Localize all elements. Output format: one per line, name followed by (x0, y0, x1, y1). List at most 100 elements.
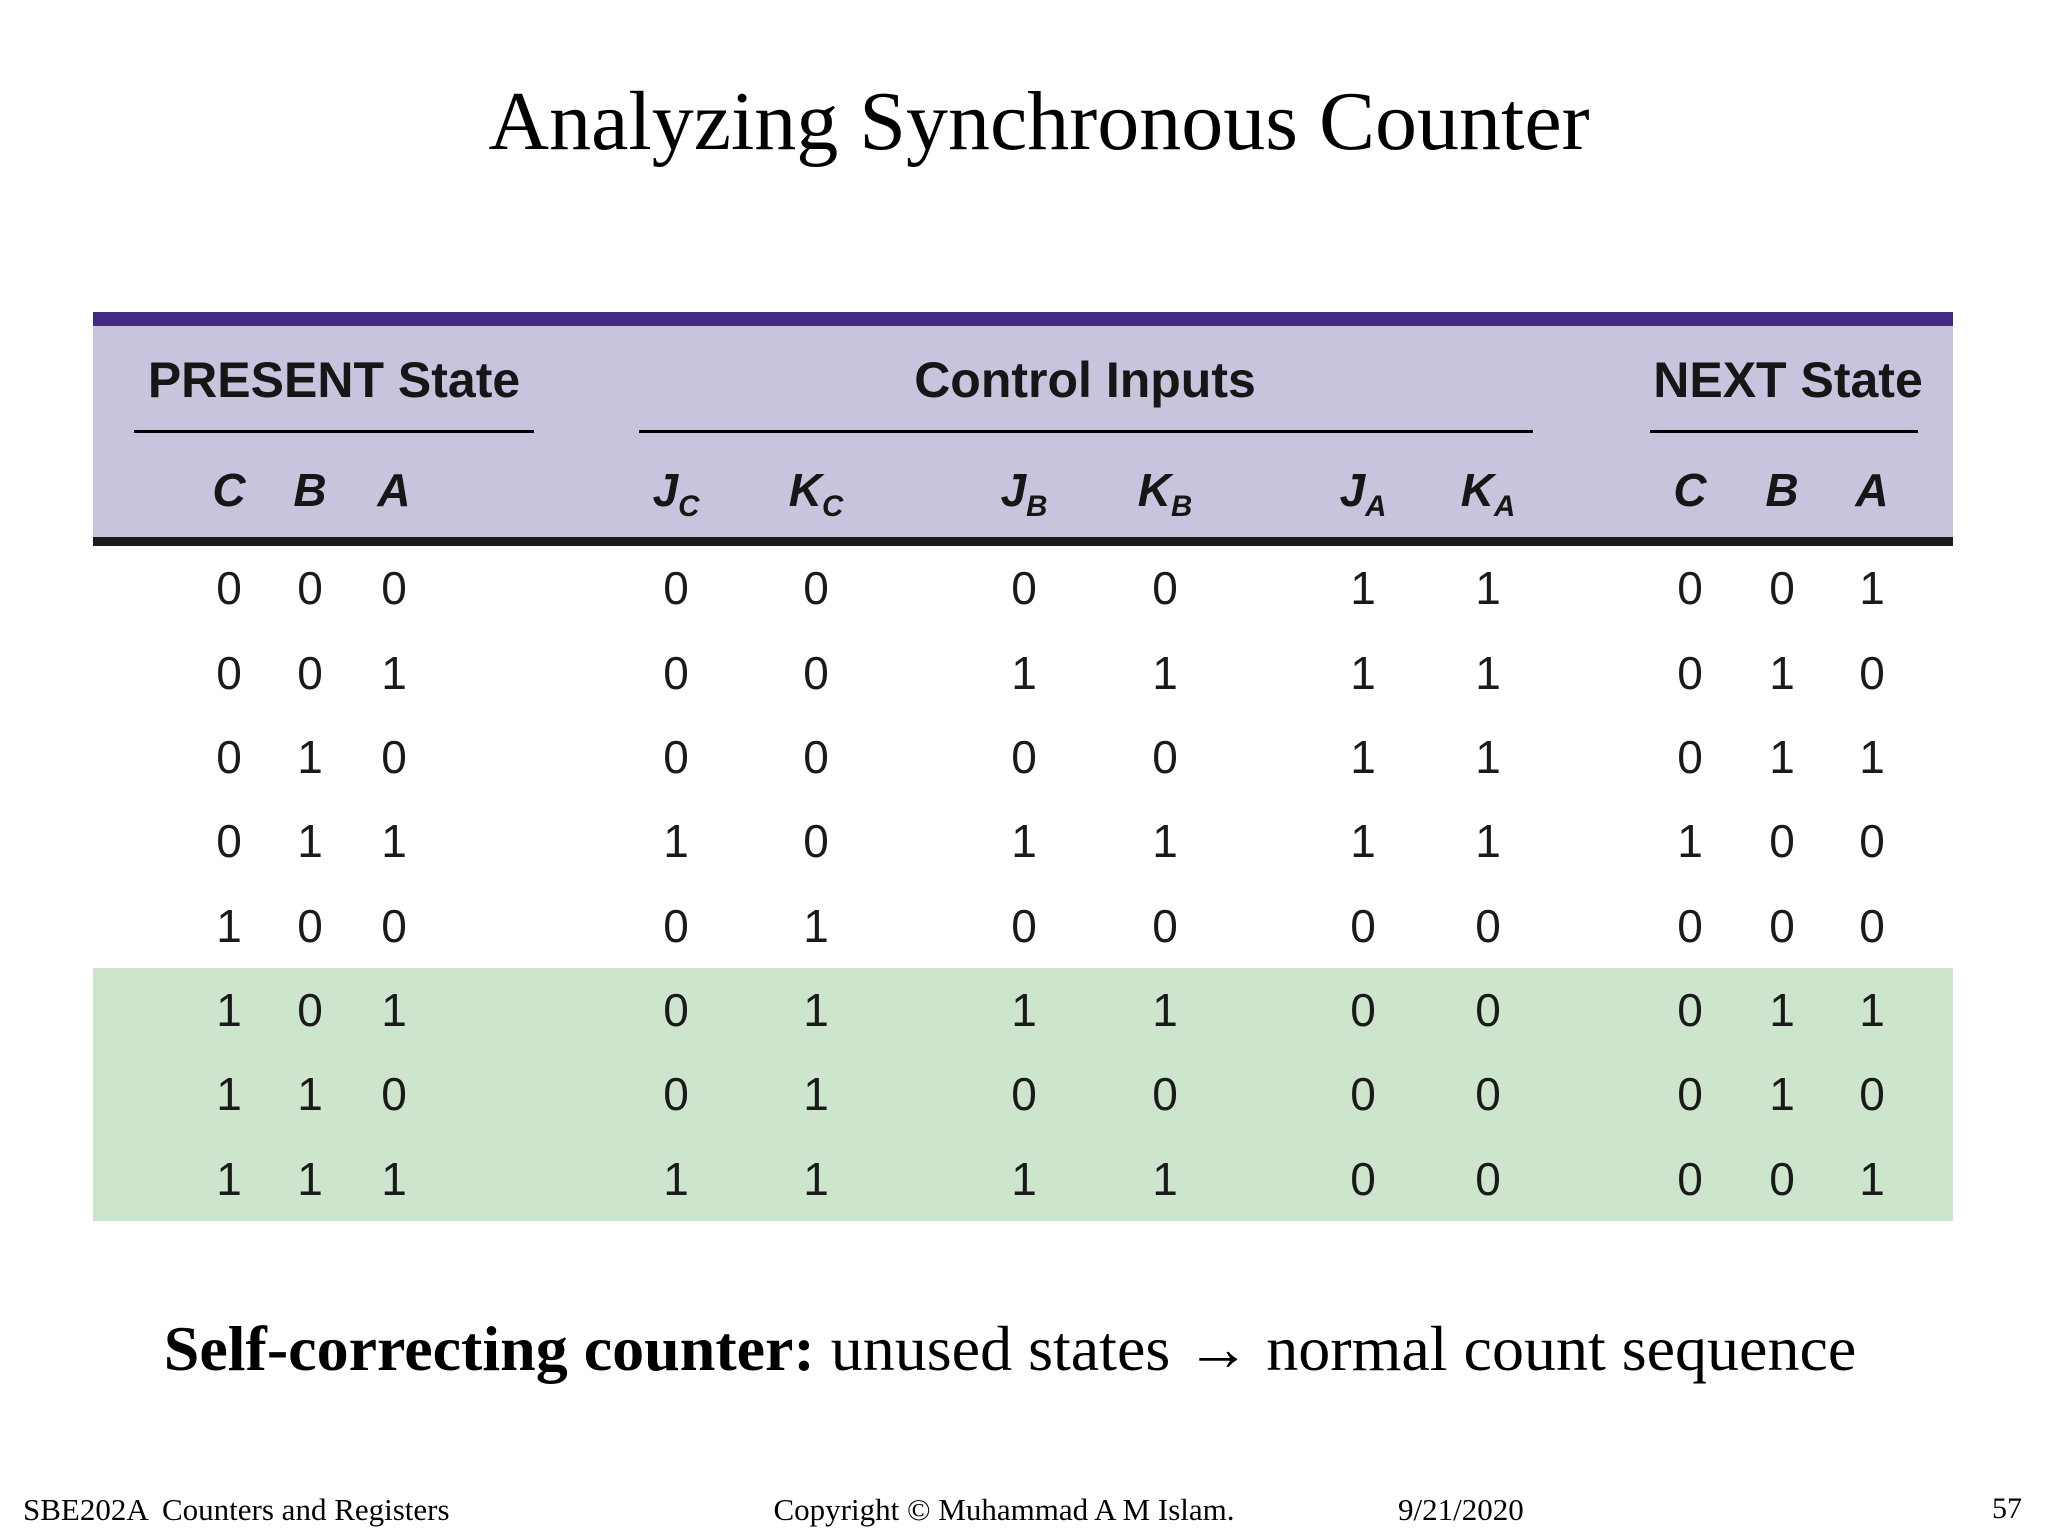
cell-4-3: 0 (663, 899, 689, 952)
cell-1-5: 1 (1011, 646, 1037, 699)
cell-4-10: 0 (1769, 899, 1795, 952)
cell-3-6: 1 (1152, 815, 1178, 868)
cell-5-7: 0 (1350, 984, 1376, 1037)
cell-7-3: 1 (663, 1152, 689, 1205)
cell-3-4: 0 (803, 815, 829, 868)
cell-6-2: 0 (381, 1068, 407, 1121)
cell-4-1: 0 (297, 899, 323, 952)
column-header-B: B (1765, 464, 1799, 516)
cell-1-11: 0 (1859, 646, 1885, 699)
cell-4-11: 0 (1859, 899, 1885, 952)
cell-6-7: 0 (1350, 1068, 1376, 1121)
cell-6-6: 0 (1152, 1068, 1178, 1121)
next-state-underline (1650, 430, 1918, 433)
cell-4-5: 0 (1011, 899, 1037, 952)
cell-0-8: 1 (1475, 562, 1501, 615)
cell-2-4: 0 (803, 730, 829, 783)
cell-5-1: 0 (297, 984, 323, 1037)
footer-topic: Counters and Registers (162, 1492, 450, 1527)
cell-7-7: 0 (1350, 1152, 1376, 1205)
cell-5-8: 0 (1475, 984, 1501, 1037)
cell-1-7: 1 (1350, 646, 1376, 699)
cell-1-0: 0 (216, 646, 242, 699)
cell-3-11: 0 (1859, 815, 1885, 868)
cell-3-9: 1 (1677, 815, 1703, 868)
cell-6-3: 0 (663, 1068, 689, 1121)
cell-7-8: 0 (1475, 1152, 1501, 1205)
cell-5-9: 0 (1677, 984, 1703, 1037)
cell-5-3: 0 (663, 984, 689, 1037)
footer-course-code: SBE202A (23, 1492, 149, 1527)
cell-3-7: 1 (1350, 815, 1376, 868)
cell-2-11: 1 (1859, 730, 1885, 783)
cell-7-0: 1 (216, 1152, 242, 1205)
cell-1-2: 1 (381, 646, 407, 699)
table-row-001: 0 0 1 0 0 1 1 1 1 0 1 0 (93, 630, 1953, 714)
cell-3-3: 1 (663, 815, 689, 868)
cell-1-3: 0 (663, 646, 689, 699)
header-separator (93, 537, 1953, 546)
cell-2-0: 0 (216, 730, 242, 783)
cell-6-10: 1 (1769, 1068, 1795, 1121)
cell-2-1: 1 (297, 730, 323, 783)
cell-6-0: 1 (216, 1068, 242, 1121)
cell-0-1: 0 (297, 562, 323, 615)
group-header-present-state: PRESENT State (147, 352, 521, 408)
cell-5-10: 1 (1769, 984, 1795, 1037)
cell-5-5: 1 (1011, 984, 1037, 1037)
cell-7-5: 1 (1011, 1152, 1037, 1205)
group-header-next-state: NEXT State (1653, 352, 1923, 408)
cell-1-1: 0 (297, 646, 323, 699)
cell-7-10: 0 (1769, 1152, 1795, 1205)
column-header-JC: JC (652, 464, 700, 524)
cell-5-4: 1 (803, 984, 829, 1037)
cell-1-6: 1 (1152, 646, 1178, 699)
cell-5-11: 1 (1859, 984, 1885, 1037)
table-row-010: 0 1 0 0 0 0 0 1 1 0 1 1 (93, 715, 1953, 799)
cell-3-0: 0 (216, 815, 242, 868)
cell-2-3: 0 (663, 730, 689, 783)
table-row-111: 1 1 1 1 1 1 1 0 0 0 0 1 (93, 1136, 1953, 1221)
cell-0-7: 1 (1350, 562, 1376, 615)
column-header-KB: KB (1137, 464, 1193, 524)
cell-3-8: 1 (1475, 815, 1501, 868)
cell-2-8: 1 (1475, 730, 1501, 783)
cell-2-6: 0 (1152, 730, 1178, 783)
cell-2-2: 0 (381, 730, 407, 783)
cell-0-0: 0 (216, 562, 242, 615)
cell-6-8: 0 (1475, 1068, 1501, 1121)
cell-0-9: 0 (1677, 562, 1703, 615)
cell-7-4: 1 (803, 1152, 829, 1205)
table-row-100: 1 0 0 0 1 0 0 0 0 0 0 0 (93, 884, 1953, 968)
cell-4-4: 1 (803, 899, 829, 952)
cell-7-1: 1 (297, 1152, 323, 1205)
cell-0-5: 0 (1011, 562, 1037, 615)
cell-6-4: 1 (803, 1068, 829, 1121)
cell-3-5: 1 (1011, 815, 1037, 868)
cell-2-5: 0 (1011, 730, 1037, 783)
column-header-KA: KA (1460, 464, 1516, 524)
column-header-C: C (1673, 464, 1707, 516)
table-row-110: 1 1 0 0 1 0 0 0 0 0 1 0 (93, 1052, 1953, 1137)
cell-4-7: 0 (1350, 899, 1376, 952)
state-transition-table: PRESENT State Control Inputs NEXT State … (93, 312, 1953, 1221)
cell-4-0: 1 (216, 899, 242, 952)
column-header-A: A (377, 464, 411, 516)
table-row-101: 1 0 1 0 1 1 1 0 0 0 1 1 (93, 967, 1953, 1053)
table-header: PRESENT State Control Inputs NEXT State … (93, 326, 1953, 537)
cell-1-9: 0 (1677, 646, 1703, 699)
cell-3-1: 1 (297, 815, 323, 868)
column-header-B: B (293, 464, 327, 516)
self-correcting-note: Self-correcting counter: unused states →… (164, 1312, 1857, 1386)
cell-7-6: 1 (1152, 1152, 1178, 1205)
slide-footer: SBE202A Counters and Registers Copyright… (0, 1492, 2048, 1536)
cell-2-10: 1 (1769, 730, 1795, 783)
cell-6-9: 0 (1677, 1068, 1703, 1121)
cell-3-2: 1 (381, 815, 407, 868)
group-header-control-inputs: Control Inputs (914, 352, 1256, 408)
column-header-KC: KC (788, 464, 844, 524)
column-header-JA: JA (1339, 464, 1387, 524)
footer-copyright: Copyright © Muhammad A M Islam. (773, 1492, 1235, 1527)
footer-page-number: 57 (1992, 1492, 2022, 1525)
note-rest: unused states → normal count sequence (814, 1313, 1857, 1384)
